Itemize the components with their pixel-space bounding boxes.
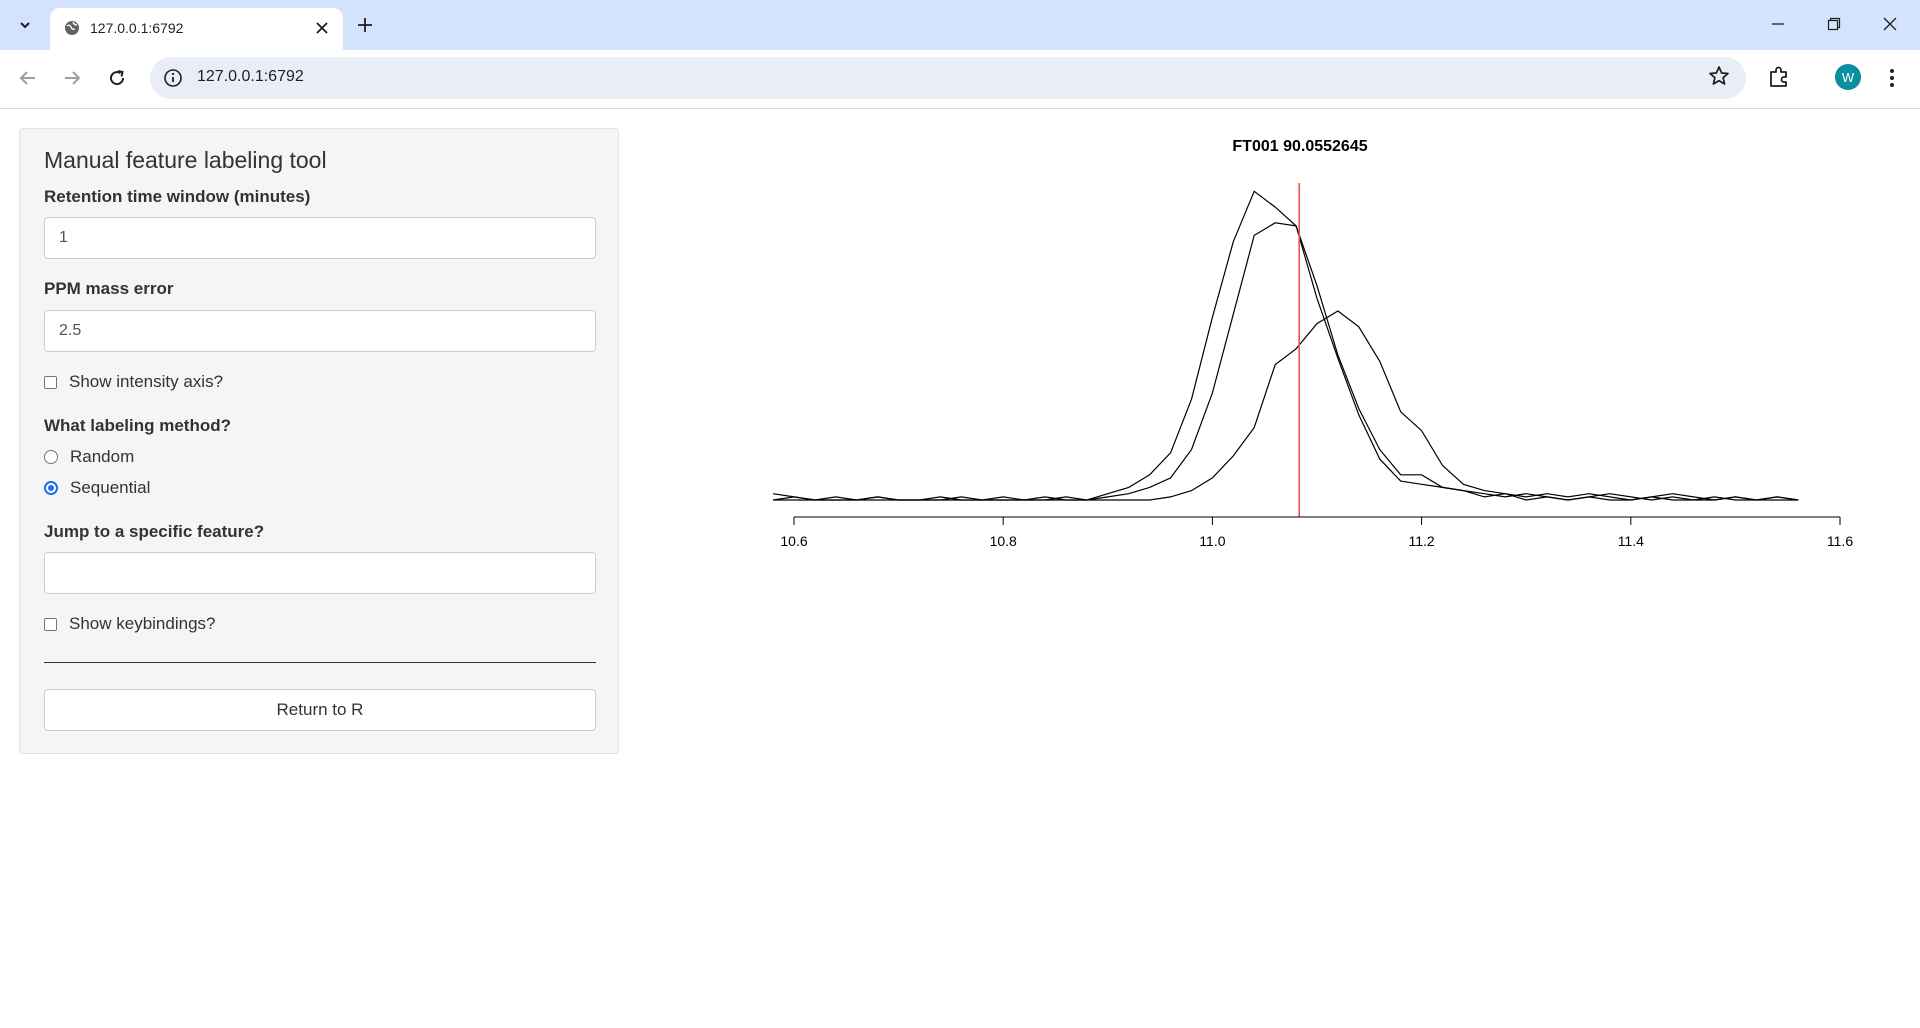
x-axis-tick-label: 11.6 (1827, 533, 1853, 549)
more-vert-icon (1890, 69, 1894, 87)
reload-icon (110, 70, 125, 86)
radio-random-button[interactable] (44, 450, 58, 464)
chromatogram-trace-2 (773, 222, 1799, 501)
radio-sequential-button[interactable] (44, 481, 58, 495)
back-button[interactable] (12, 62, 44, 94)
chromatogram-trace-1 (773, 190, 1799, 501)
radio-sequential-label: Sequential (70, 478, 151, 497)
tab-title: 127.0.0.1:6792 (90, 20, 184, 36)
jump-feature-input[interactable] (44, 552, 596, 594)
ppm-error-label: PPM mass error (44, 279, 174, 298)
show-intensity-checkbox[interactable] (44, 375, 57, 389)
browser-toolbar: 127.0.0.1:6792 W (0, 50, 1920, 109)
plus-icon (358, 18, 372, 32)
forward-button[interactable] (56, 62, 88, 94)
chromatogram-svg: FT001 90.0552645 10.6 10.8 11.0 11.2 11.4 11.… (773, 138, 1853, 549)
chromatogram-plot: FT001 90.0552645 10.6 10.8 11.0 11.2 11.4 11.… (760, 125, 1870, 565)
chart-title: FT001 90.0552645 (1232, 138, 1367, 155)
sidebar-panel: Manual feature labeling tool Retention t… (19, 128, 619, 754)
tab-search-button[interactable] (10, 12, 40, 38)
close-icon (316, 22, 328, 34)
radio-random-label: Random (70, 447, 135, 466)
close-icon (1883, 17, 1897, 31)
bookmark-button[interactable] (1708, 65, 1730, 93)
url-text[interactable]: 127.0.0.1:6792 (197, 68, 304, 85)
x-axis-tick-label: 11.2 (1408, 533, 1434, 549)
x-axis-tick-label: 10.8 (990, 533, 1017, 549)
labeling-method-label: What labeling method? (44, 416, 231, 435)
browser-tab-strip: 127.0.0.1:6792 (0, 0, 1920, 50)
x-axis-tick-label: 11.4 (1618, 533, 1644, 549)
arrow-left-icon (19, 71, 35, 85)
radio-random[interactable]: Random (44, 447, 134, 467)
globe-icon (65, 21, 79, 35)
restore-icon (1827, 17, 1841, 31)
divider (44, 662, 596, 663)
show-keybindings-checkbox[interactable] (44, 617, 57, 631)
info-icon[interactable] (162, 67, 184, 89)
browser-tab-active[interactable]: 127.0.0.1:6792 (50, 8, 343, 50)
profile-avatar[interactable]: W (1835, 64, 1861, 90)
return-to-r-button[interactable]: Return to R (44, 689, 596, 731)
minimize-icon (1772, 23, 1784, 25)
rt-window-input[interactable]: 1 (44, 217, 596, 259)
x-axis-tick-label: 11.0 (1199, 533, 1225, 549)
radio-sequential[interactable]: Sequential (44, 478, 150, 498)
arrow-right-icon (65, 71, 81, 85)
ppm-error-input[interactable]: 2.5 (44, 310, 596, 352)
x-axis-tick-label: 10.6 (780, 533, 807, 549)
browser-menu-button[interactable] (1880, 64, 1904, 92)
window-restore-button[interactable] (1814, 8, 1854, 40)
window-minimize-button[interactable] (1758, 8, 1798, 40)
reload-button[interactable] (101, 62, 133, 94)
panel-title: Manual feature labeling tool (44, 147, 327, 173)
address-bar[interactable]: 127.0.0.1:6792 (150, 57, 1746, 99)
show-intensity-checkbox-row[interactable]: Show intensity axis? (44, 372, 223, 392)
puzzle-icon (1770, 66, 1787, 87)
rt-window-label: Retention time window (minutes) (44, 187, 311, 206)
chromatogram-trace-3 (773, 310, 1799, 501)
show-intensity-label: Show intensity axis? (69, 372, 224, 391)
window-close-button[interactable] (1870, 8, 1910, 40)
star-icon (1709, 66, 1729, 85)
chevron-down-icon (20, 22, 30, 29)
show-keybindings-label: Show keybindings? (69, 614, 216, 633)
show-keybindings-checkbox-row[interactable]: Show keybindings? (44, 614, 215, 634)
extensions-button[interactable] (1765, 63, 1797, 95)
new-tab-button[interactable] (352, 12, 378, 38)
tab-close-button[interactable] (311, 17, 333, 39)
jump-feature-label: Jump to a specific feature? (44, 522, 265, 541)
